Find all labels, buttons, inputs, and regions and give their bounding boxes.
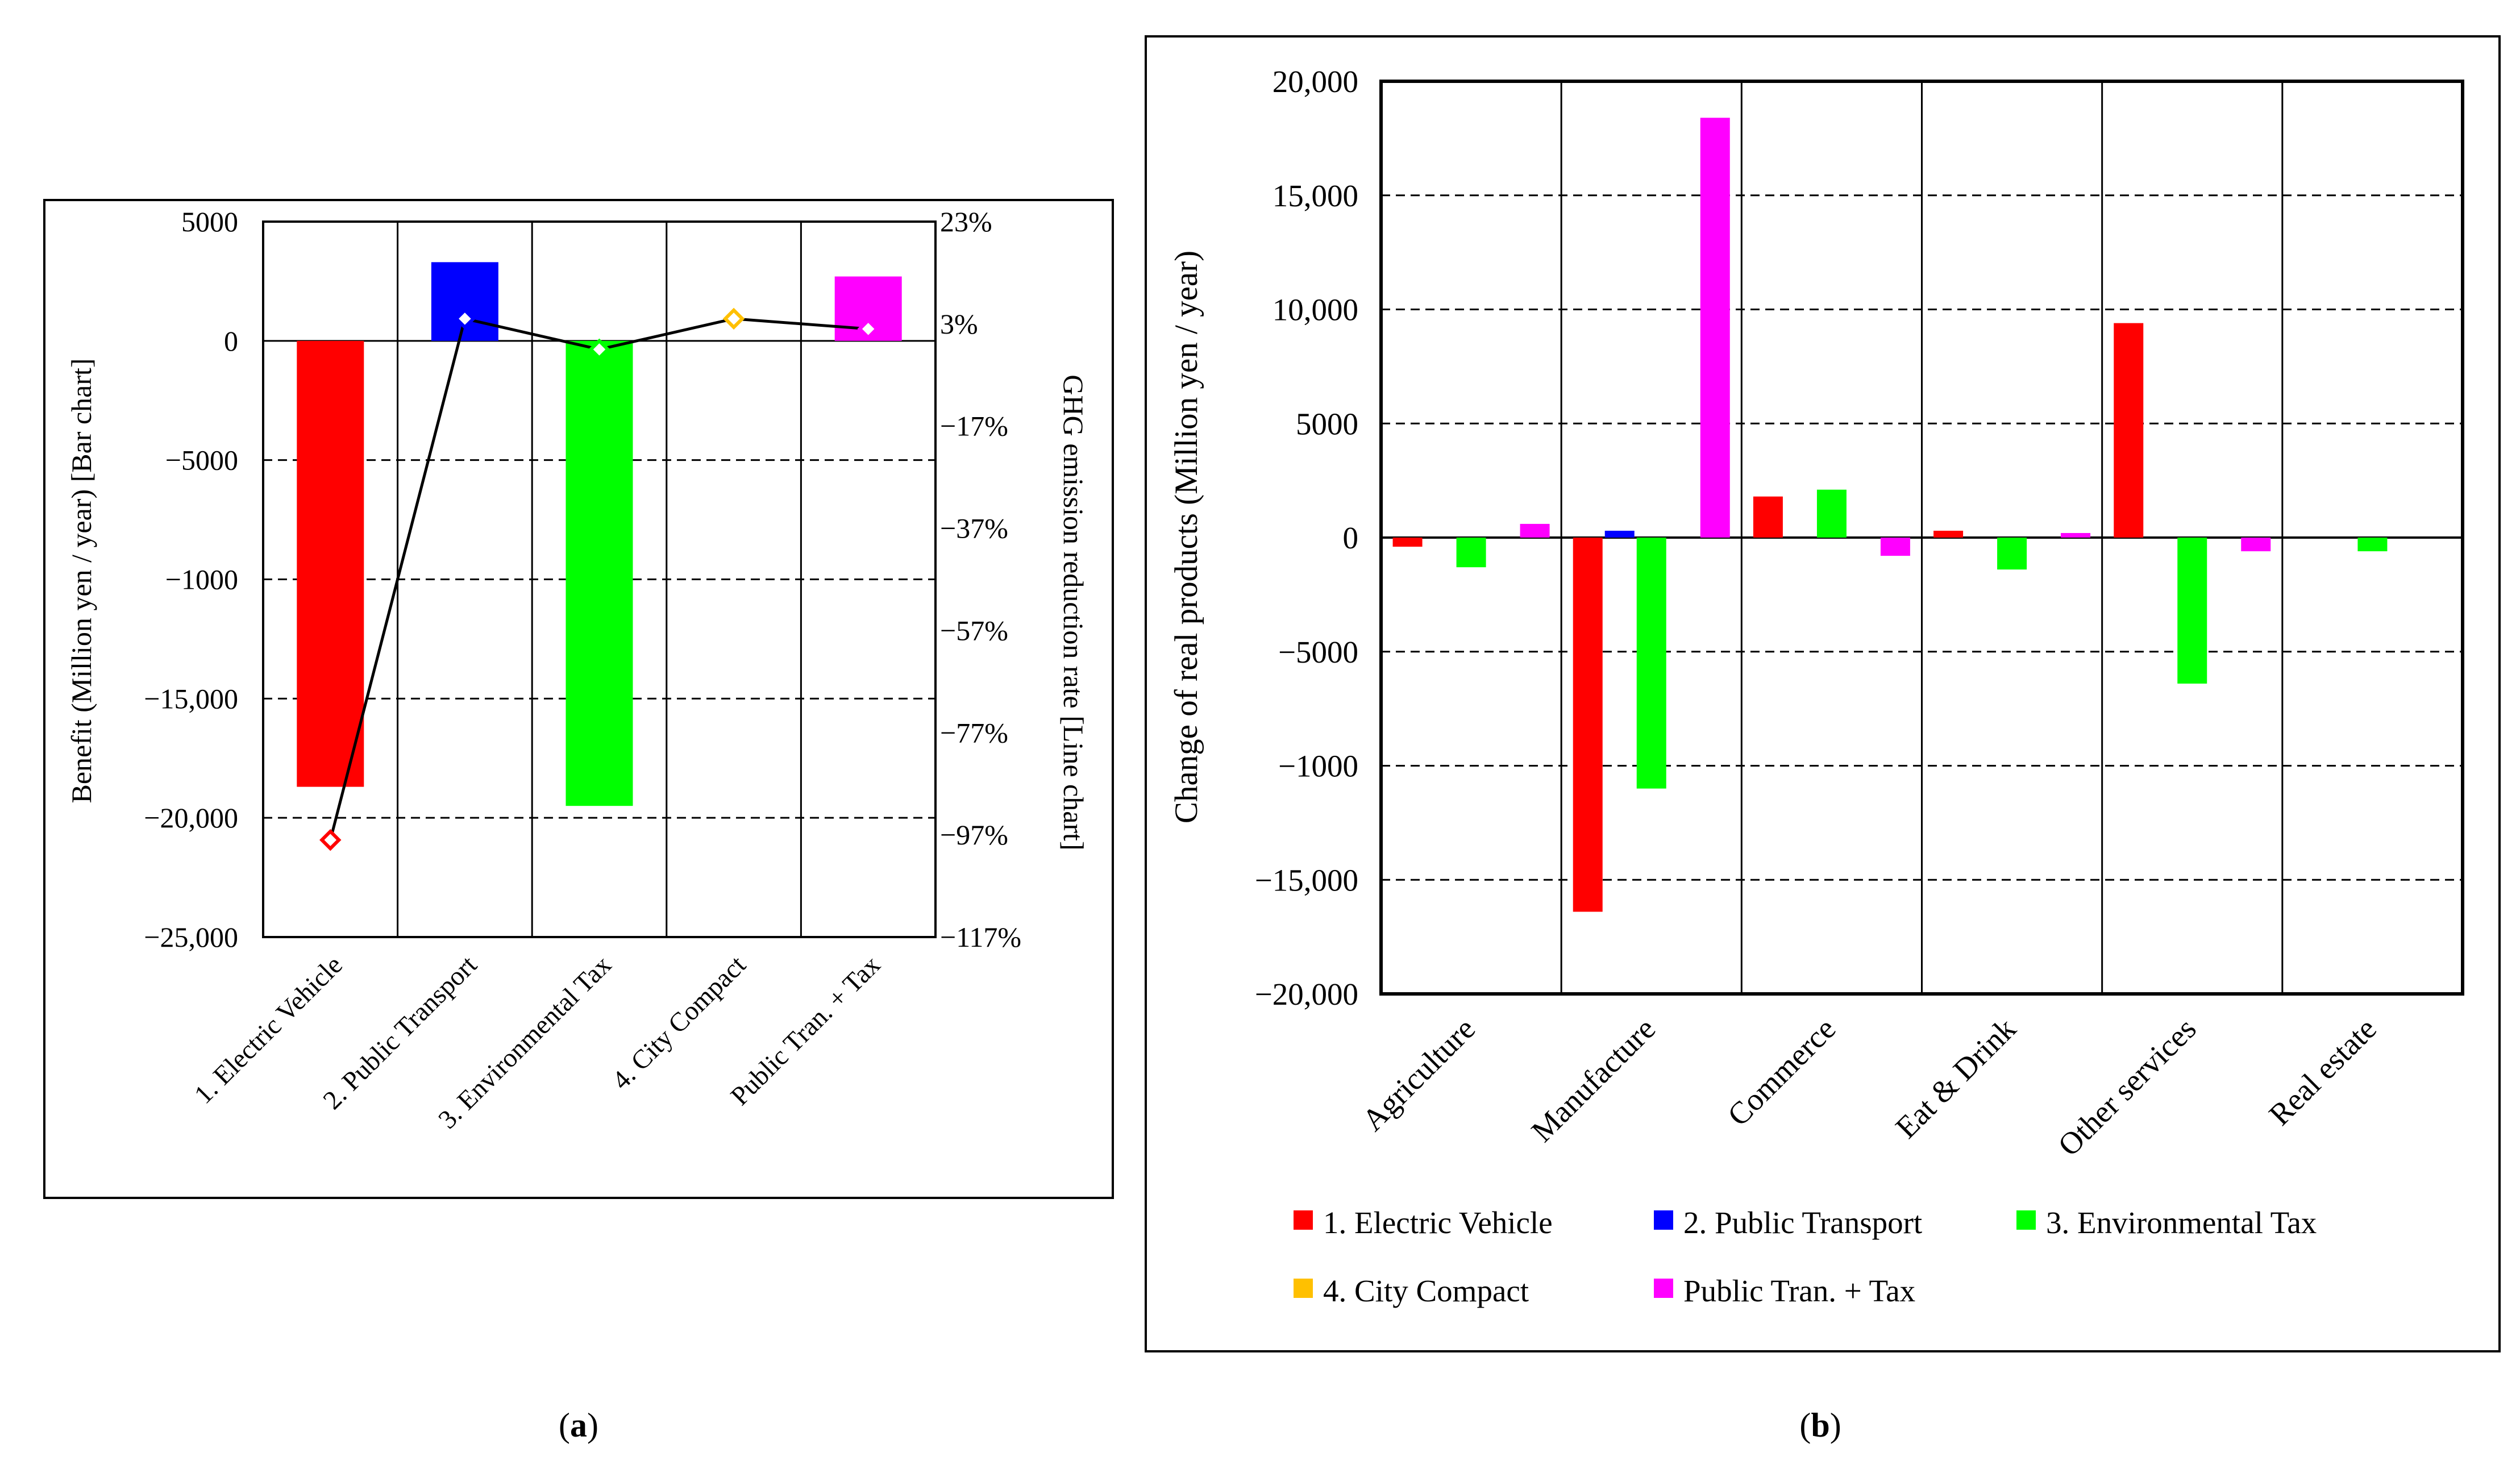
panel-b-bar — [1520, 523, 1550, 538]
panel-b-bar — [1933, 530, 1964, 538]
panel-a-ylabel: Benefit (Million yen / year) [Bar chart] — [65, 358, 97, 803]
panel-a-frame — [43, 199, 1114, 1199]
panel-b-ytick-label: 20,000 — [1273, 64, 1358, 99]
panel-b-ytick-label: −5000 — [1278, 635, 1358, 669]
panel-b-bar — [2061, 532, 2091, 538]
panel-b-ytick-label: 15,000 — [1273, 178, 1358, 213]
panel-a-ytick-label: −25,000 — [144, 921, 238, 953]
panel-a-ghg-marker — [857, 318, 879, 340]
panel-b-bar — [1816, 489, 1847, 538]
panel-a-ytick-label: 5000 — [181, 206, 238, 238]
panel-b-bar — [1392, 538, 1423, 547]
panel-a-plot-area — [262, 220, 937, 938]
panel-b-legend-label: 2. Public Transport — [1683, 1205, 1922, 1240]
panel-b-legend-swatch — [1294, 1279, 1313, 1298]
panel-b-legend-label: 4. City Compact — [1323, 1273, 1529, 1308]
panel-b-bar — [1753, 496, 1783, 538]
panel-b-legend-swatch — [1654, 1210, 1673, 1230]
panel-a-ghg-marker — [588, 338, 610, 361]
panel-b-bar — [1456, 538, 1486, 568]
panel-b-ytick-label: 5000 — [1296, 406, 1358, 441]
panel-a-y2tick-label: 3% — [940, 308, 978, 340]
panel-b-bar — [1880, 538, 1910, 556]
panel-b-caption-letter: b — [1811, 1406, 1829, 1444]
panel-b-bar — [2114, 323, 2144, 538]
panel-b-bar — [1636, 538, 1666, 789]
panel-b-bar — [2177, 538, 2207, 684]
panel-b-ytick-label: −1000 — [1278, 749, 1358, 784]
panel-a-y2tick-label: −97% — [940, 819, 1008, 851]
panel-a-ytick-label: 0 — [224, 325, 238, 357]
panel-a-ghg-marker — [454, 307, 476, 330]
panel-b-legend-label: 3. Environmental Tax — [2046, 1205, 2317, 1240]
panel-a-ytick-label: −5000 — [165, 444, 238, 476]
panel-b-caption: (b) — [1799, 1406, 1841, 1444]
panel-b-legend-label: Public Tran. + Tax — [1683, 1273, 1915, 1308]
panel-b-legend-swatch — [1654, 1279, 1673, 1298]
panel-b-ylabel: Change of real products (Million yen / y… — [1168, 251, 1204, 823]
panel-b-bar — [1700, 118, 1730, 538]
panel-b-ytick-label: −20,000 — [1255, 977, 1358, 1012]
panel-b-legend-swatch — [2016, 1210, 2036, 1230]
panel-b-bar — [1997, 538, 2027, 570]
panel-a-ghg-marker — [722, 307, 745, 330]
panel-a-y2tick-label: 23% — [940, 206, 992, 238]
panel-a-y2label: GHG emission reduction rate [Line chart] — [1058, 374, 1089, 850]
panel-b-bar — [2241, 538, 2271, 552]
panel-b-frame — [1145, 35, 2501, 1352]
panel-b-ytick-label: −15,000 — [1255, 863, 1358, 897]
panel-a-ytick-label: −15,000 — [144, 682, 238, 714]
panel-a-ghg-marker — [319, 829, 342, 851]
panel-b-plot-area — [1379, 80, 2464, 996]
panel-a-y2tick-label: −37% — [940, 513, 1008, 544]
panel-a-caption-letter: a — [570, 1406, 587, 1444]
panel-a-y2tick-label: −17% — [940, 410, 1008, 442]
panel-a-y2tick-label: −57% — [940, 614, 1008, 646]
panel-b-ytick-label: 0 — [1343, 521, 1359, 555]
panel-b-legend-swatch — [1294, 1210, 1313, 1230]
panel-b-bar — [2357, 538, 2388, 552]
panel-a-ytick-label: −1000 — [165, 564, 238, 596]
panel-b-bar — [1604, 530, 1635, 538]
panel-a-bar — [565, 340, 633, 806]
panel-a-y2tick-label: −77% — [940, 717, 1008, 748]
panel-b-ytick-label: 10,000 — [1273, 293, 1358, 327]
panel-a-ytick-label: −20,000 — [144, 802, 238, 834]
panel-a-bar — [297, 340, 364, 787]
panel-a-caption: (a) — [559, 1406, 598, 1444]
panel-b-bar — [1573, 538, 1603, 912]
panel-a-y2tick-label: −117% — [940, 921, 1021, 953]
panel-b-legend-label: 1. Electric Vehicle — [1323, 1205, 1553, 1240]
